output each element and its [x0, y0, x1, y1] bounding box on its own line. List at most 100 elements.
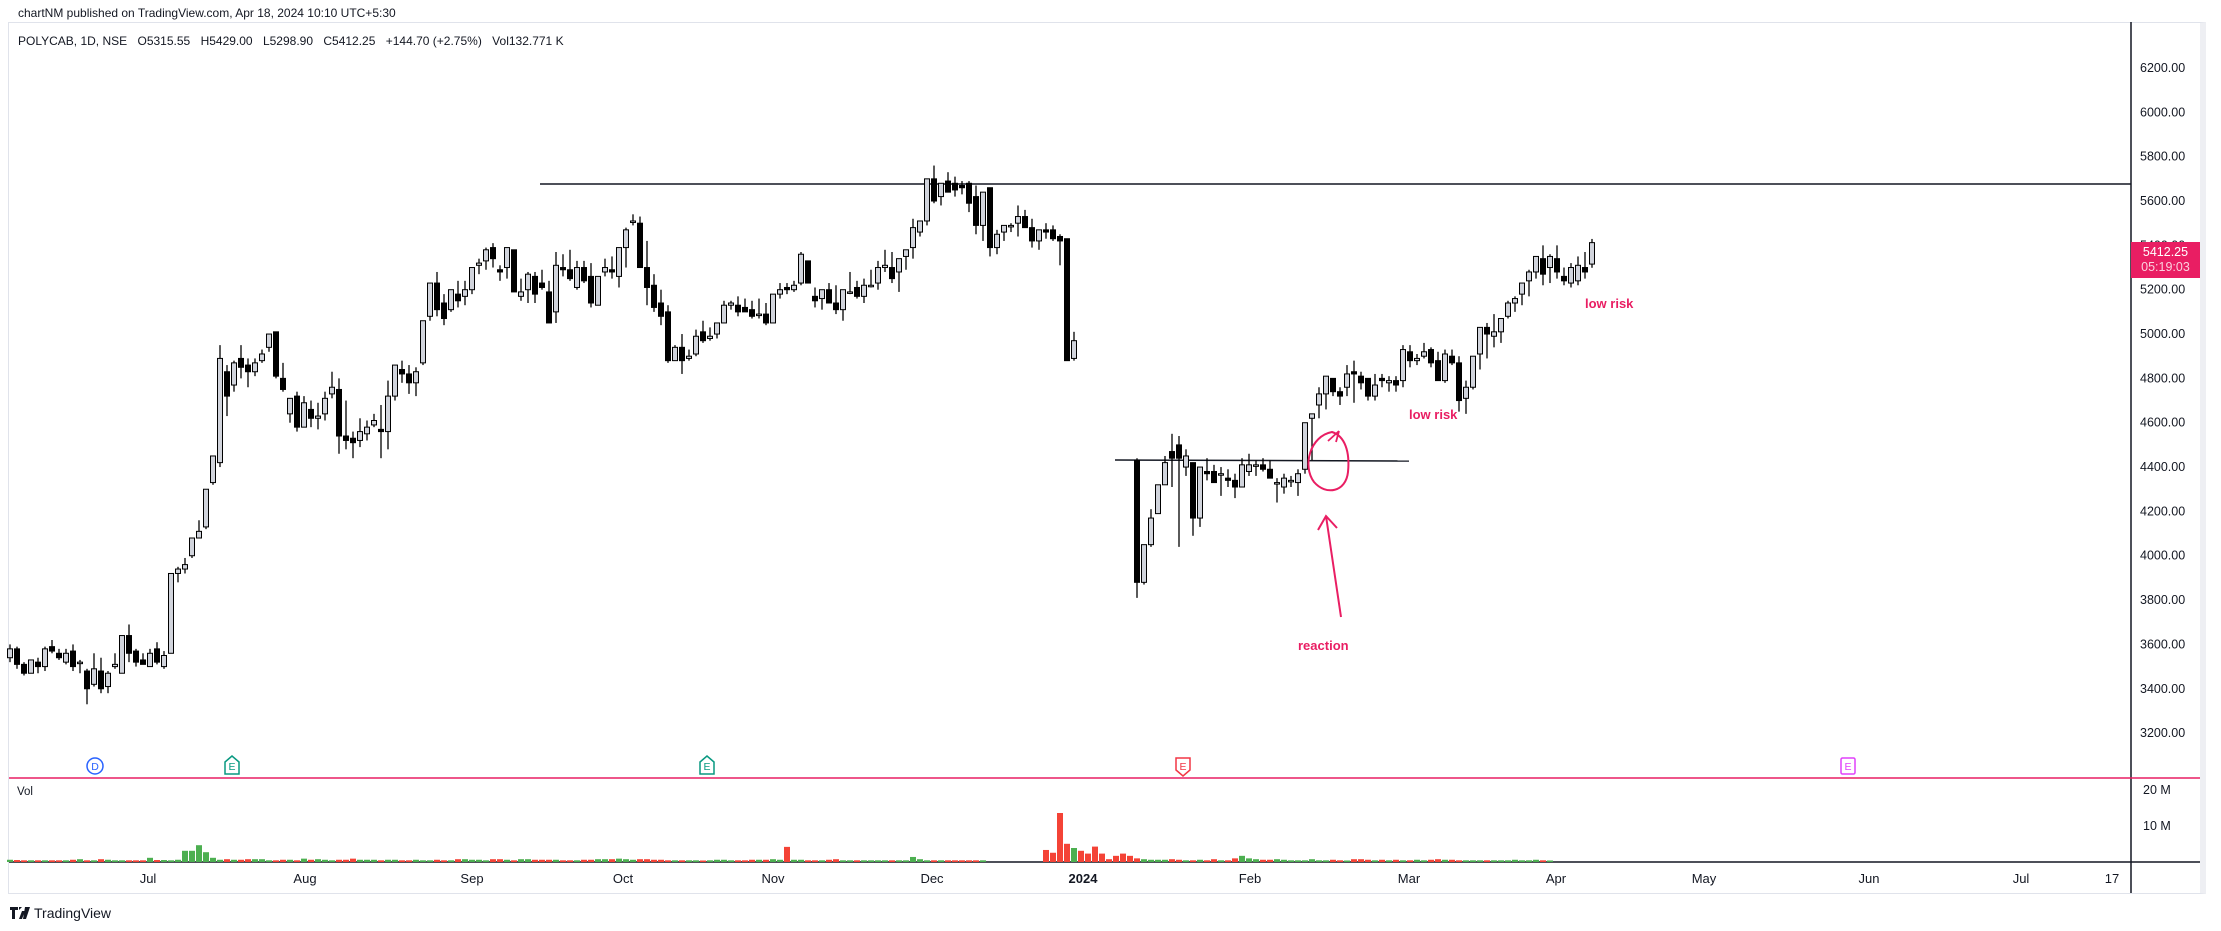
candle-up: [686, 355, 692, 359]
candle-up: [1148, 517, 1154, 546]
candle-up: [1302, 422, 1308, 470]
event-label: E: [1844, 761, 1851, 773]
volume-bar: [637, 859, 643, 862]
price-axis-label: 3800.00: [2140, 593, 2185, 607]
volume-axis-label: 10 M: [2143, 819, 2171, 833]
volume-bar: [1225, 860, 1231, 862]
candle-up: [553, 264, 559, 313]
candle-up: [1505, 302, 1511, 317]
candle-down: [343, 435, 349, 441]
candle-up: [1239, 464, 1245, 488]
volume-bar: [203, 852, 209, 862]
candle-up: [147, 652, 153, 668]
candle-up: [574, 267, 580, 288]
earnings-event-icon[interactable]: [1175, 757, 1191, 777]
annotation-low-risk-2[interactable]: low risk: [1585, 296, 1634, 311]
volume-bar: [1407, 860, 1413, 862]
volume-bar: [56, 860, 62, 862]
volume-bar: [1386, 860, 1392, 862]
volume-bar: [672, 860, 678, 862]
volume-bar: [1295, 860, 1301, 862]
volume-bar: [133, 860, 139, 862]
earnings-event-icon[interactable]: [224, 755, 240, 775]
candle-up: [903, 249, 909, 257]
volume-bar: [868, 860, 874, 862]
candle-up: [1183, 455, 1189, 468]
annotation-arrow-icon[interactable]: [1317, 514, 1342, 618]
volume-bar: [686, 860, 692, 862]
volume-bar: [1526, 860, 1532, 862]
volume-bar: [1533, 859, 1539, 862]
candle-down: [336, 388, 342, 437]
volume-bar: [1470, 860, 1476, 862]
time-axis-label: Dec: [920, 871, 944, 886]
candle-down: [70, 650, 76, 668]
candle-down: [567, 269, 573, 280]
volume-bar: [1519, 860, 1525, 862]
volume-bar: [413, 859, 419, 862]
candle-up: [329, 386, 335, 395]
candle-up: [168, 572, 174, 654]
volume-bar: [595, 859, 601, 862]
volume-bar: [1435, 859, 1441, 862]
legend-symbol[interactable]: POLYCAB, 1D, NSE: [18, 34, 128, 48]
volume-bar: [1365, 859, 1371, 862]
candle-down: [1204, 470, 1210, 475]
candle-up: [994, 233, 1000, 249]
dividend-event-icon[interactable]: [86, 757, 104, 775]
annotation-circle[interactable]: [1307, 430, 1350, 492]
candle-up: [1498, 318, 1504, 333]
breakout-level-line[interactable]: [1114, 459, 1410, 462]
candle-up: [917, 220, 923, 233]
time-axis-label: Mar: [1398, 871, 1421, 886]
legend-open: O5315.55: [137, 34, 191, 48]
volume-bar: [441, 860, 447, 862]
candle-down: [126, 635, 132, 654]
volume-bar: [315, 859, 321, 862]
candle-down: [84, 670, 90, 690]
tradingview-logo[interactable]: TradingView: [10, 905, 111, 921]
candle-up: [1071, 340, 1077, 359]
candle-up: [672, 346, 678, 362]
volume-bar: [812, 860, 818, 862]
volume-bar: [889, 860, 895, 862]
volume-bar: [189, 850, 195, 862]
event-label: D: [91, 761, 99, 773]
annotation-low-risk-1[interactable]: low risk: [1409, 407, 1458, 422]
volume-bar: [259, 859, 265, 862]
upcoming-earnings-event-icon[interactable]: [1840, 757, 1856, 775]
candle-down: [1064, 238, 1070, 362]
candle-down: [1428, 349, 1434, 364]
candle-down: [700, 331, 706, 342]
candle-up: [259, 353, 265, 362]
candle-up: [231, 362, 237, 386]
volume-bar: [1078, 850, 1084, 862]
candle-down: [1449, 355, 1455, 364]
candle-up: [1274, 482, 1280, 485]
volume-bar: [826, 859, 832, 862]
bar-countdown: 05:19:03: [2141, 260, 2190, 274]
legend-high: H5429.00: [200, 34, 253, 48]
volume-bar: [497, 859, 503, 862]
volume-bar: [805, 860, 811, 862]
candle-up: [161, 655, 167, 668]
annotation-reaction[interactable]: reaction: [1298, 638, 1349, 653]
volume-bar: [182, 850, 188, 862]
volume-bar: [140, 860, 146, 862]
volume-bar: [770, 859, 776, 862]
candle-up: [287, 397, 293, 415]
volume-bar: [1414, 859, 1420, 862]
candle-up: [385, 395, 391, 433]
candle-down: [931, 178, 937, 202]
time-axis-label: Jul: [140, 871, 157, 886]
volume-bar: [560, 860, 566, 862]
candle-up: [819, 289, 825, 300]
candle-down: [854, 286, 860, 297]
volume-bar: [1064, 843, 1070, 862]
candle-up: [840, 289, 846, 311]
candle-up: [518, 291, 524, 297]
volume-bar: [756, 859, 762, 862]
volume-bar: [917, 859, 923, 862]
earnings-event-icon[interactable]: [699, 755, 715, 775]
